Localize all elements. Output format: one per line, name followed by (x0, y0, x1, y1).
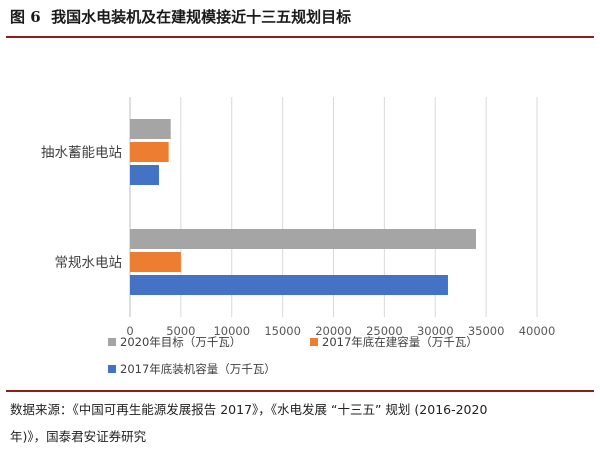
figure-title-text: 我国水电装机及在建规模接近十三五规划目标 (51, 8, 352, 26)
figure-title: 图 6 我国水电装机及在建规模接近十三五规划目标 (10, 6, 351, 27)
bar (130, 165, 159, 185)
x-tick-label: 5000 (166, 324, 195, 338)
source-line-2: 年)》，国泰君安证券研究 (10, 429, 147, 444)
x-tick-label: 0 (126, 324, 133, 338)
source-line-1: 数据来源：《中国可再生能源发展报告 2017》，《水电发展 “十三五” 规划 (… (10, 402, 488, 417)
figure-number: 图 6 (10, 8, 41, 26)
legend-swatch (310, 338, 318, 346)
y-category-label: 常规水电站 (55, 255, 123, 271)
x-tick-label: 20000 (315, 324, 352, 338)
legend-swatch (108, 365, 116, 373)
bar (130, 142, 169, 162)
y-category-label: 抽水蓄能电站 (41, 145, 122, 161)
bar (130, 229, 476, 249)
bar (130, 275, 448, 295)
source-note: 数据来源：《中国可再生能源发展报告 2017》，《水电发展 “十三五” 规划 (… (10, 396, 590, 450)
x-tick-label: 35000 (468, 324, 505, 338)
legend-label: 2020年目标（万千瓦） (120, 335, 241, 349)
bar (130, 119, 171, 139)
x-tick-label: 10000 (213, 324, 250, 338)
bar-chart: 0 5000 10000 15000 20000 25000 30000 35000 40000… (41, 97, 556, 376)
x-tick-label: 15000 (264, 324, 301, 338)
legend-label: 2017年底装机容量（万千瓦） (120, 362, 276, 376)
source-divider (6, 390, 594, 392)
legend-label: 2017年底在建容量（万千瓦） (322, 335, 478, 349)
x-tick-label: 25000 (366, 324, 403, 338)
x-tick-label: 30000 (417, 324, 454, 338)
x-tick-label: 40000 (519, 324, 556, 338)
bar (130, 252, 181, 272)
legend-swatch (108, 338, 116, 346)
title-divider (6, 36, 594, 38)
